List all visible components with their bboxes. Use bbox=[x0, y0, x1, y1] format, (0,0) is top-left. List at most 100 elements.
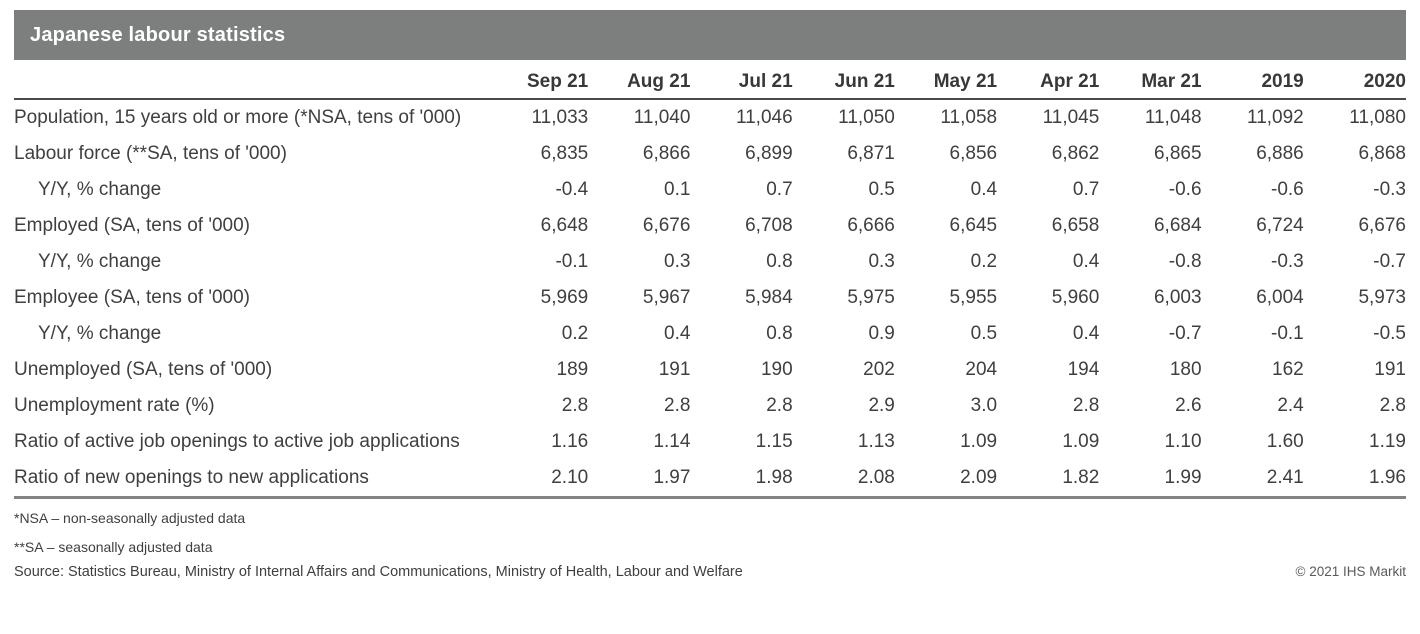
table-cell: 2.8 bbox=[766, 395, 793, 416]
table-cell: 1.98 bbox=[755, 467, 793, 488]
row-label: Employee (SA, tens of '000) bbox=[14, 287, 250, 308]
table-cell: 1.09 bbox=[1062, 431, 1100, 452]
table-cell: 162 bbox=[1272, 359, 1304, 380]
table-cell: -0.3 bbox=[1373, 179, 1406, 200]
row-label: Y/Y, % change bbox=[38, 179, 162, 200]
table-title-bar: Japanese labour statistics bbox=[14, 10, 1406, 60]
table-cell: 1.09 bbox=[960, 431, 998, 452]
row-label: Ratio of new openings to new application… bbox=[14, 467, 369, 488]
table-body: Population, 15 years old or more (*NSA, … bbox=[14, 99, 1406, 498]
table-cell: 1.97 bbox=[653, 467, 691, 488]
table-cell: -0.1 bbox=[555, 251, 589, 272]
table-cell: 5,975 bbox=[847, 287, 895, 308]
table-cell: 191 bbox=[1374, 359, 1406, 380]
column-header-row: Sep 21 Aug 21 Jul 21 Jun 21 May 21 Apr 21 Mar … bbox=[14, 60, 1406, 100]
table-cell: 2.10 bbox=[551, 467, 589, 488]
table-row: Unemployment rate (%) 2.8 2.8 2.8 2.9 3.0 2.8 2… bbox=[14, 388, 1406, 424]
table-cell: 0.8 bbox=[766, 251, 793, 272]
footnote-nsa: *NSA – non-seasonally adjusted data bbox=[14, 510, 246, 526]
table-cell: 0.2 bbox=[561, 323, 589, 344]
table-cell: 2.9 bbox=[868, 395, 895, 416]
table-cell: 2.09 bbox=[960, 467, 998, 488]
table-row: Unemployed (SA, tens of '000) 189 191 190 20… bbox=[14, 352, 1406, 388]
row-label: Labour force (**SA, tens of '000) bbox=[14, 143, 287, 164]
table-cell: 6,835 bbox=[540, 143, 589, 164]
labour-statistics-table: Sep 21 Aug 21 Jul 21 Jun 21 May 21 Apr 21 Mar … bbox=[14, 60, 1406, 499]
column-header: Mar 21 bbox=[1099, 60, 1202, 100]
table-cell: 6,676 bbox=[1358, 215, 1406, 236]
table-cell: 204 bbox=[965, 359, 998, 380]
column-header: Jul 21 bbox=[690, 60, 793, 100]
table-cell: -0.6 bbox=[1168, 179, 1202, 200]
column-header: May 21 bbox=[894, 60, 998, 100]
copyright-note: © 2021 IHS Markit bbox=[1295, 564, 1407, 579]
table-row: Ratio of new openings to new application… bbox=[14, 460, 1406, 498]
column-header: Aug 21 bbox=[588, 60, 691, 100]
row-label: Y/Y, % change bbox=[38, 323, 162, 344]
table-cell: 0.4 bbox=[1072, 323, 1100, 344]
table-cell: -0.1 bbox=[1271, 323, 1304, 344]
table-cell: 0.2 bbox=[970, 251, 998, 272]
table-cell: 11,046 bbox=[735, 107, 793, 128]
column-header: 2020 bbox=[1303, 60, 1406, 100]
table-title: Japanese labour statistics bbox=[30, 23, 286, 46]
table-cell: 2.8 bbox=[561, 395, 589, 416]
table-cell: -0.6 bbox=[1271, 179, 1304, 200]
table-cell: 5,973 bbox=[1358, 287, 1406, 308]
table-cell: 6,666 bbox=[847, 215, 895, 236]
table-cell: 1.96 bbox=[1369, 467, 1406, 488]
table-cell: 3.0 bbox=[970, 395, 998, 416]
footnotes-block: *NSA – non-seasonally adjusted data **SA… bbox=[14, 511, 1406, 555]
table-cell: 2.8 bbox=[1379, 395, 1406, 416]
table-cell: 0.1 bbox=[664, 179, 691, 200]
table-cell: 2.4 bbox=[1277, 395, 1304, 416]
table-cell: -0.4 bbox=[555, 179, 589, 200]
table-cell: 11,033 bbox=[531, 107, 589, 128]
table-cell: 11,040 bbox=[633, 107, 691, 128]
table-cell: 6,684 bbox=[1153, 215, 1202, 236]
table-cell: 11,048 bbox=[1144, 107, 1202, 128]
table-row: Ratio of active job openings to active j… bbox=[14, 424, 1406, 460]
table-cell: 1.15 bbox=[755, 431, 793, 452]
table-row: Labour force (**SA, tens of '000) 6,835 6,… bbox=[14, 136, 1406, 172]
table-cell: 5,955 bbox=[949, 287, 998, 308]
table-cell: 5,960 bbox=[1051, 287, 1100, 308]
table-cell: 11,045 bbox=[1042, 107, 1100, 128]
row-label: Employed (SA, tens of '000) bbox=[14, 215, 250, 236]
table-cell: 6,866 bbox=[642, 143, 691, 164]
table-row: Employee (SA, tens of '000) 5,969 5,967 5,9… bbox=[14, 280, 1406, 316]
report-page: Japanese labour statistics Sep 21 Aug 21 J… bbox=[14, 10, 1407, 580]
table-cell: 6,724 bbox=[1256, 215, 1304, 236]
column-header: Jun 21 bbox=[792, 60, 895, 100]
table-cell: 6,862 bbox=[1051, 143, 1100, 164]
table-cell: 1.82 bbox=[1062, 467, 1100, 488]
table-cell: 2.41 bbox=[1266, 467, 1304, 488]
table-row: Population, 15 years old or more (*NSA, … bbox=[14, 99, 1406, 136]
table-cell: 0.4 bbox=[1072, 251, 1100, 272]
table-cell: 1.14 bbox=[653, 431, 691, 452]
table-cell: 189 bbox=[556, 359, 589, 380]
table-cell: 6,708 bbox=[745, 215, 793, 236]
table-cell: 0.4 bbox=[970, 179, 998, 200]
table-cell: 6,676 bbox=[642, 215, 691, 236]
table-cell: -0.8 bbox=[1168, 251, 1202, 272]
table-cell: 190 bbox=[760, 359, 793, 380]
table-cell: 6,856 bbox=[949, 143, 998, 164]
table-cell: 6,865 bbox=[1153, 143, 1202, 164]
table-cell: 6,645 bbox=[949, 215, 998, 236]
table-cell: 11,050 bbox=[838, 107, 895, 128]
table-cell: 6,899 bbox=[745, 143, 793, 164]
table-cell: 0.3 bbox=[664, 251, 691, 272]
table-cell: 11,080 bbox=[1349, 107, 1406, 128]
table-cell: 1.13 bbox=[857, 431, 895, 452]
source-note: Source: Statistics Bureau, Ministry of I… bbox=[14, 564, 743, 580]
table-cell: 2.6 bbox=[1175, 395, 1202, 416]
table-row: Y/Y, % change 0.2 0.4 0.8 0.9 0.5 0.4 -0.7 -0.1 -… bbox=[14, 316, 1406, 352]
table-cell: 11,058 bbox=[940, 107, 998, 128]
table-cell: 6,886 bbox=[1256, 143, 1304, 164]
table-cell: 0.5 bbox=[970, 323, 998, 344]
table-cell: 1.60 bbox=[1266, 431, 1304, 452]
table-cell: 2.8 bbox=[664, 395, 691, 416]
table-cell: 5,984 bbox=[745, 287, 793, 308]
table-row: Employed (SA, tens of '000) 6,648 6,676 6,7… bbox=[14, 208, 1406, 244]
